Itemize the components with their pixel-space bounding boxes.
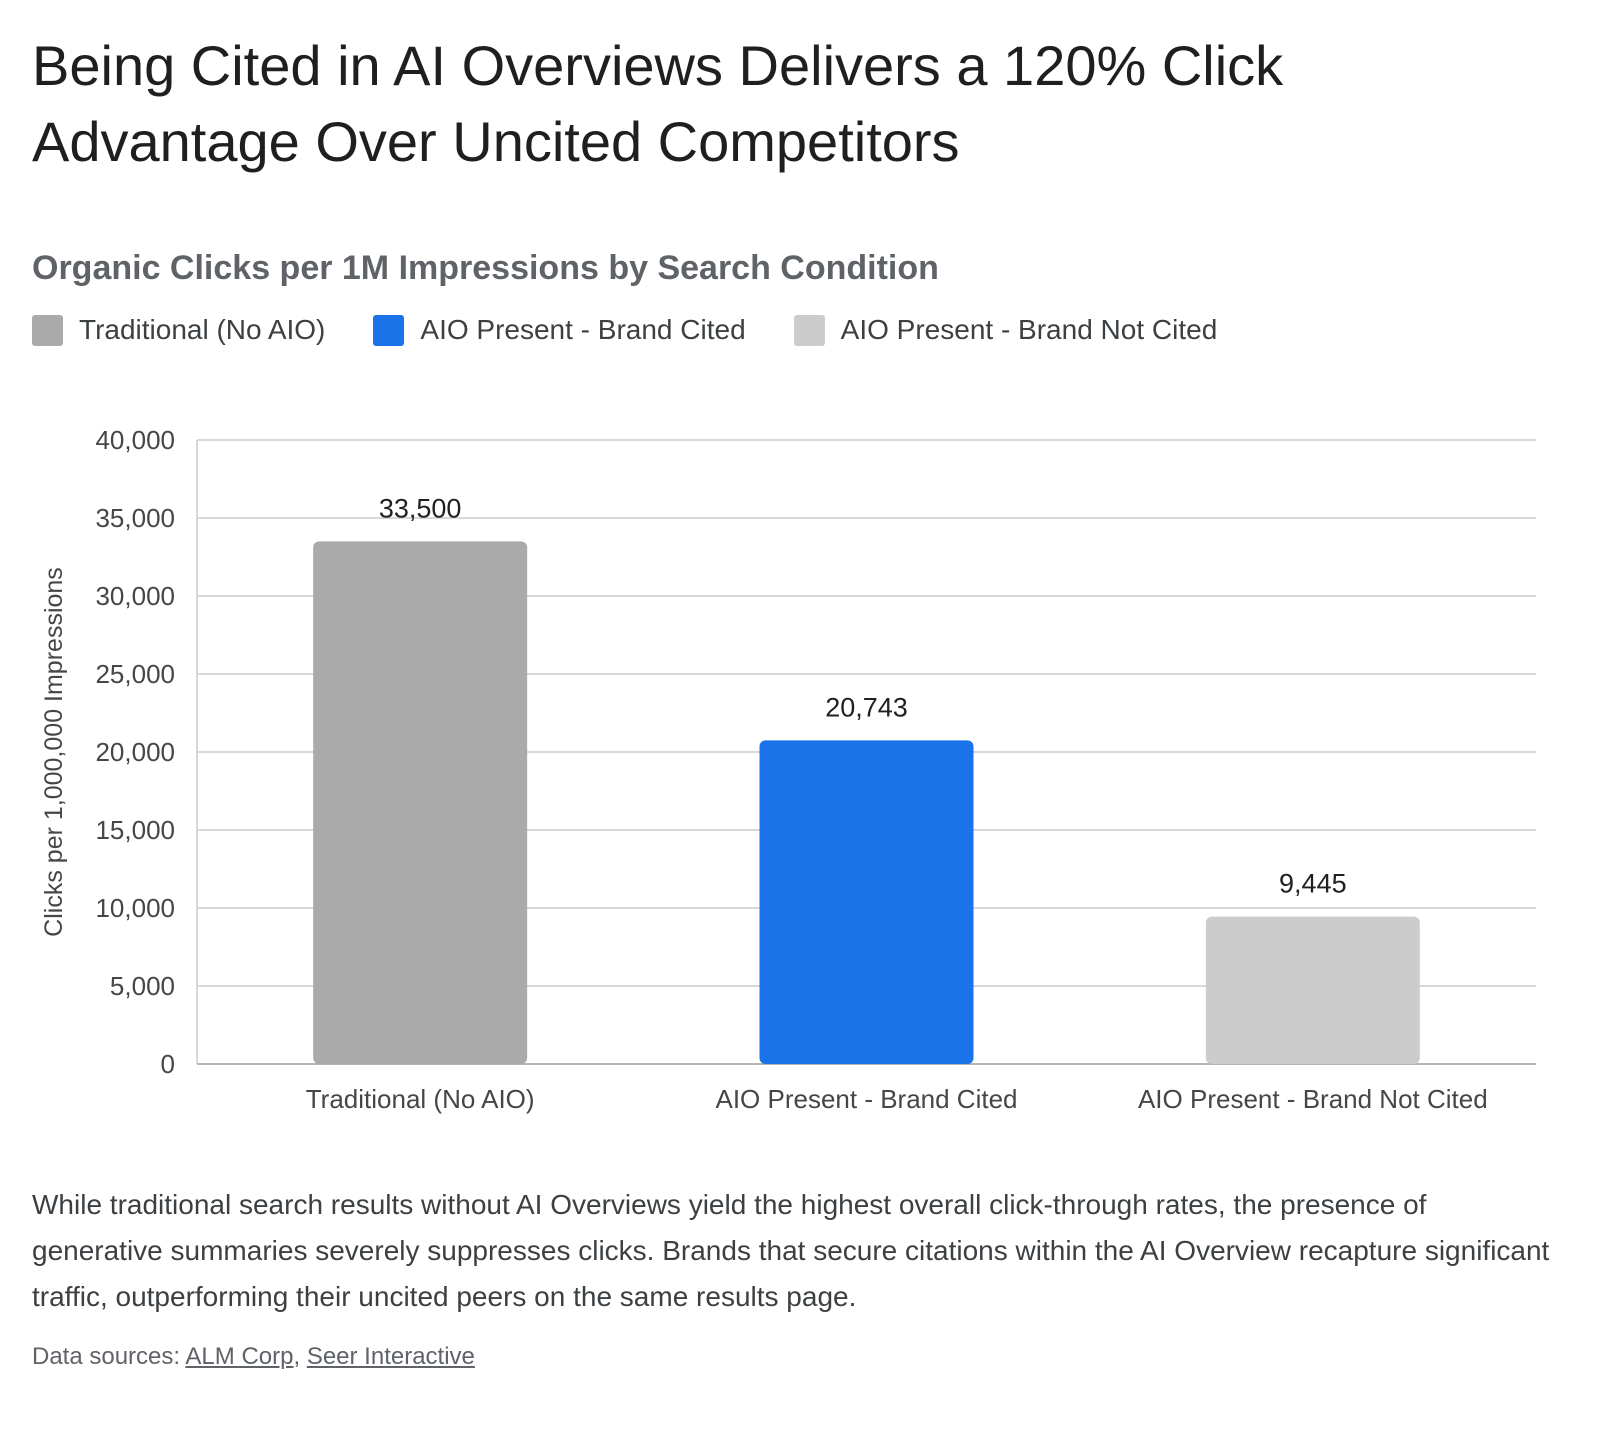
- chart-title: Organic Clicks per 1M Impressions by Sea…: [32, 249, 939, 287]
- y-tick-label: 20,000: [95, 737, 175, 767]
- y-tick-label: 5,000: [110, 971, 175, 1001]
- source-link-seer-interactive[interactable]: Seer Interactive: [306, 1343, 475, 1370]
- legend-swatch: [793, 314, 825, 346]
- source-link-alm-corp[interactable]: ALM Corp: [185, 1343, 294, 1370]
- legend-item-brand-not-cited: AIO Present - Brand Not Cited: [793, 314, 1218, 346]
- bar: [1205, 916, 1420, 1064]
- sources-label: Data sources:: [32, 1343, 181, 1370]
- data-label: 9,445: [1279, 869, 1347, 899]
- bar: [759, 740, 974, 1064]
- legend-swatch: [32, 314, 63, 346]
- data-label: 33,500: [379, 493, 462, 523]
- y-tick-label: 40,000: [95, 425, 175, 455]
- y-tick-label: 10,000: [95, 893, 175, 923]
- y-tick-label: 25,000: [95, 659, 175, 689]
- legend-label: Traditional (No AIO): [79, 314, 326, 345]
- x-tick-label: AIO Present - Brand Not Cited: [1138, 1084, 1488, 1114]
- data-label: 20,743: [825, 692, 908, 722]
- legend-item-brand-cited: AIO Present - Brand Cited: [373, 314, 746, 346]
- x-tick-label: Traditional (No AIO): [306, 1084, 535, 1114]
- legend-item-traditional: Traditional (No AIO): [32, 314, 325, 346]
- y-axis-title: Clicks per 1,000,000 Impressions: [40, 567, 68, 937]
- y-tick-label: 30,000: [95, 581, 175, 611]
- chart-description: While traditional search results without…: [32, 1189, 1550, 1312]
- page-title: Being Cited in AI Overviews Delivers a 1…: [32, 34, 1284, 173]
- y-tick-label: 15,000: [95, 815, 175, 845]
- legend-label: AIO Present - Brand Cited: [420, 314, 746, 345]
- bar: [313, 541, 528, 1064]
- y-tick-label: 0: [161, 1049, 175, 1079]
- data-sources: Data sources: ALM Corp, Seer Interactive: [32, 1340, 475, 1374]
- legend-label: AIO Present - Brand Not Cited: [840, 314, 1218, 345]
- legend-swatch: [373, 314, 405, 346]
- chart-legend: Traditional (No AIO) AIO Present - Brand…: [32, 314, 1217, 346]
- bar-chart: 0 5,000 10,000 15,000 20,000 25,000 30,000 35,0…: [40, 425, 1536, 1114]
- x-tick-label: AIO Present - Brand Cited: [715, 1084, 1017, 1114]
- y-tick-label: 35,000: [95, 503, 175, 533]
- sources-separator: ,: [293, 1343, 301, 1370]
